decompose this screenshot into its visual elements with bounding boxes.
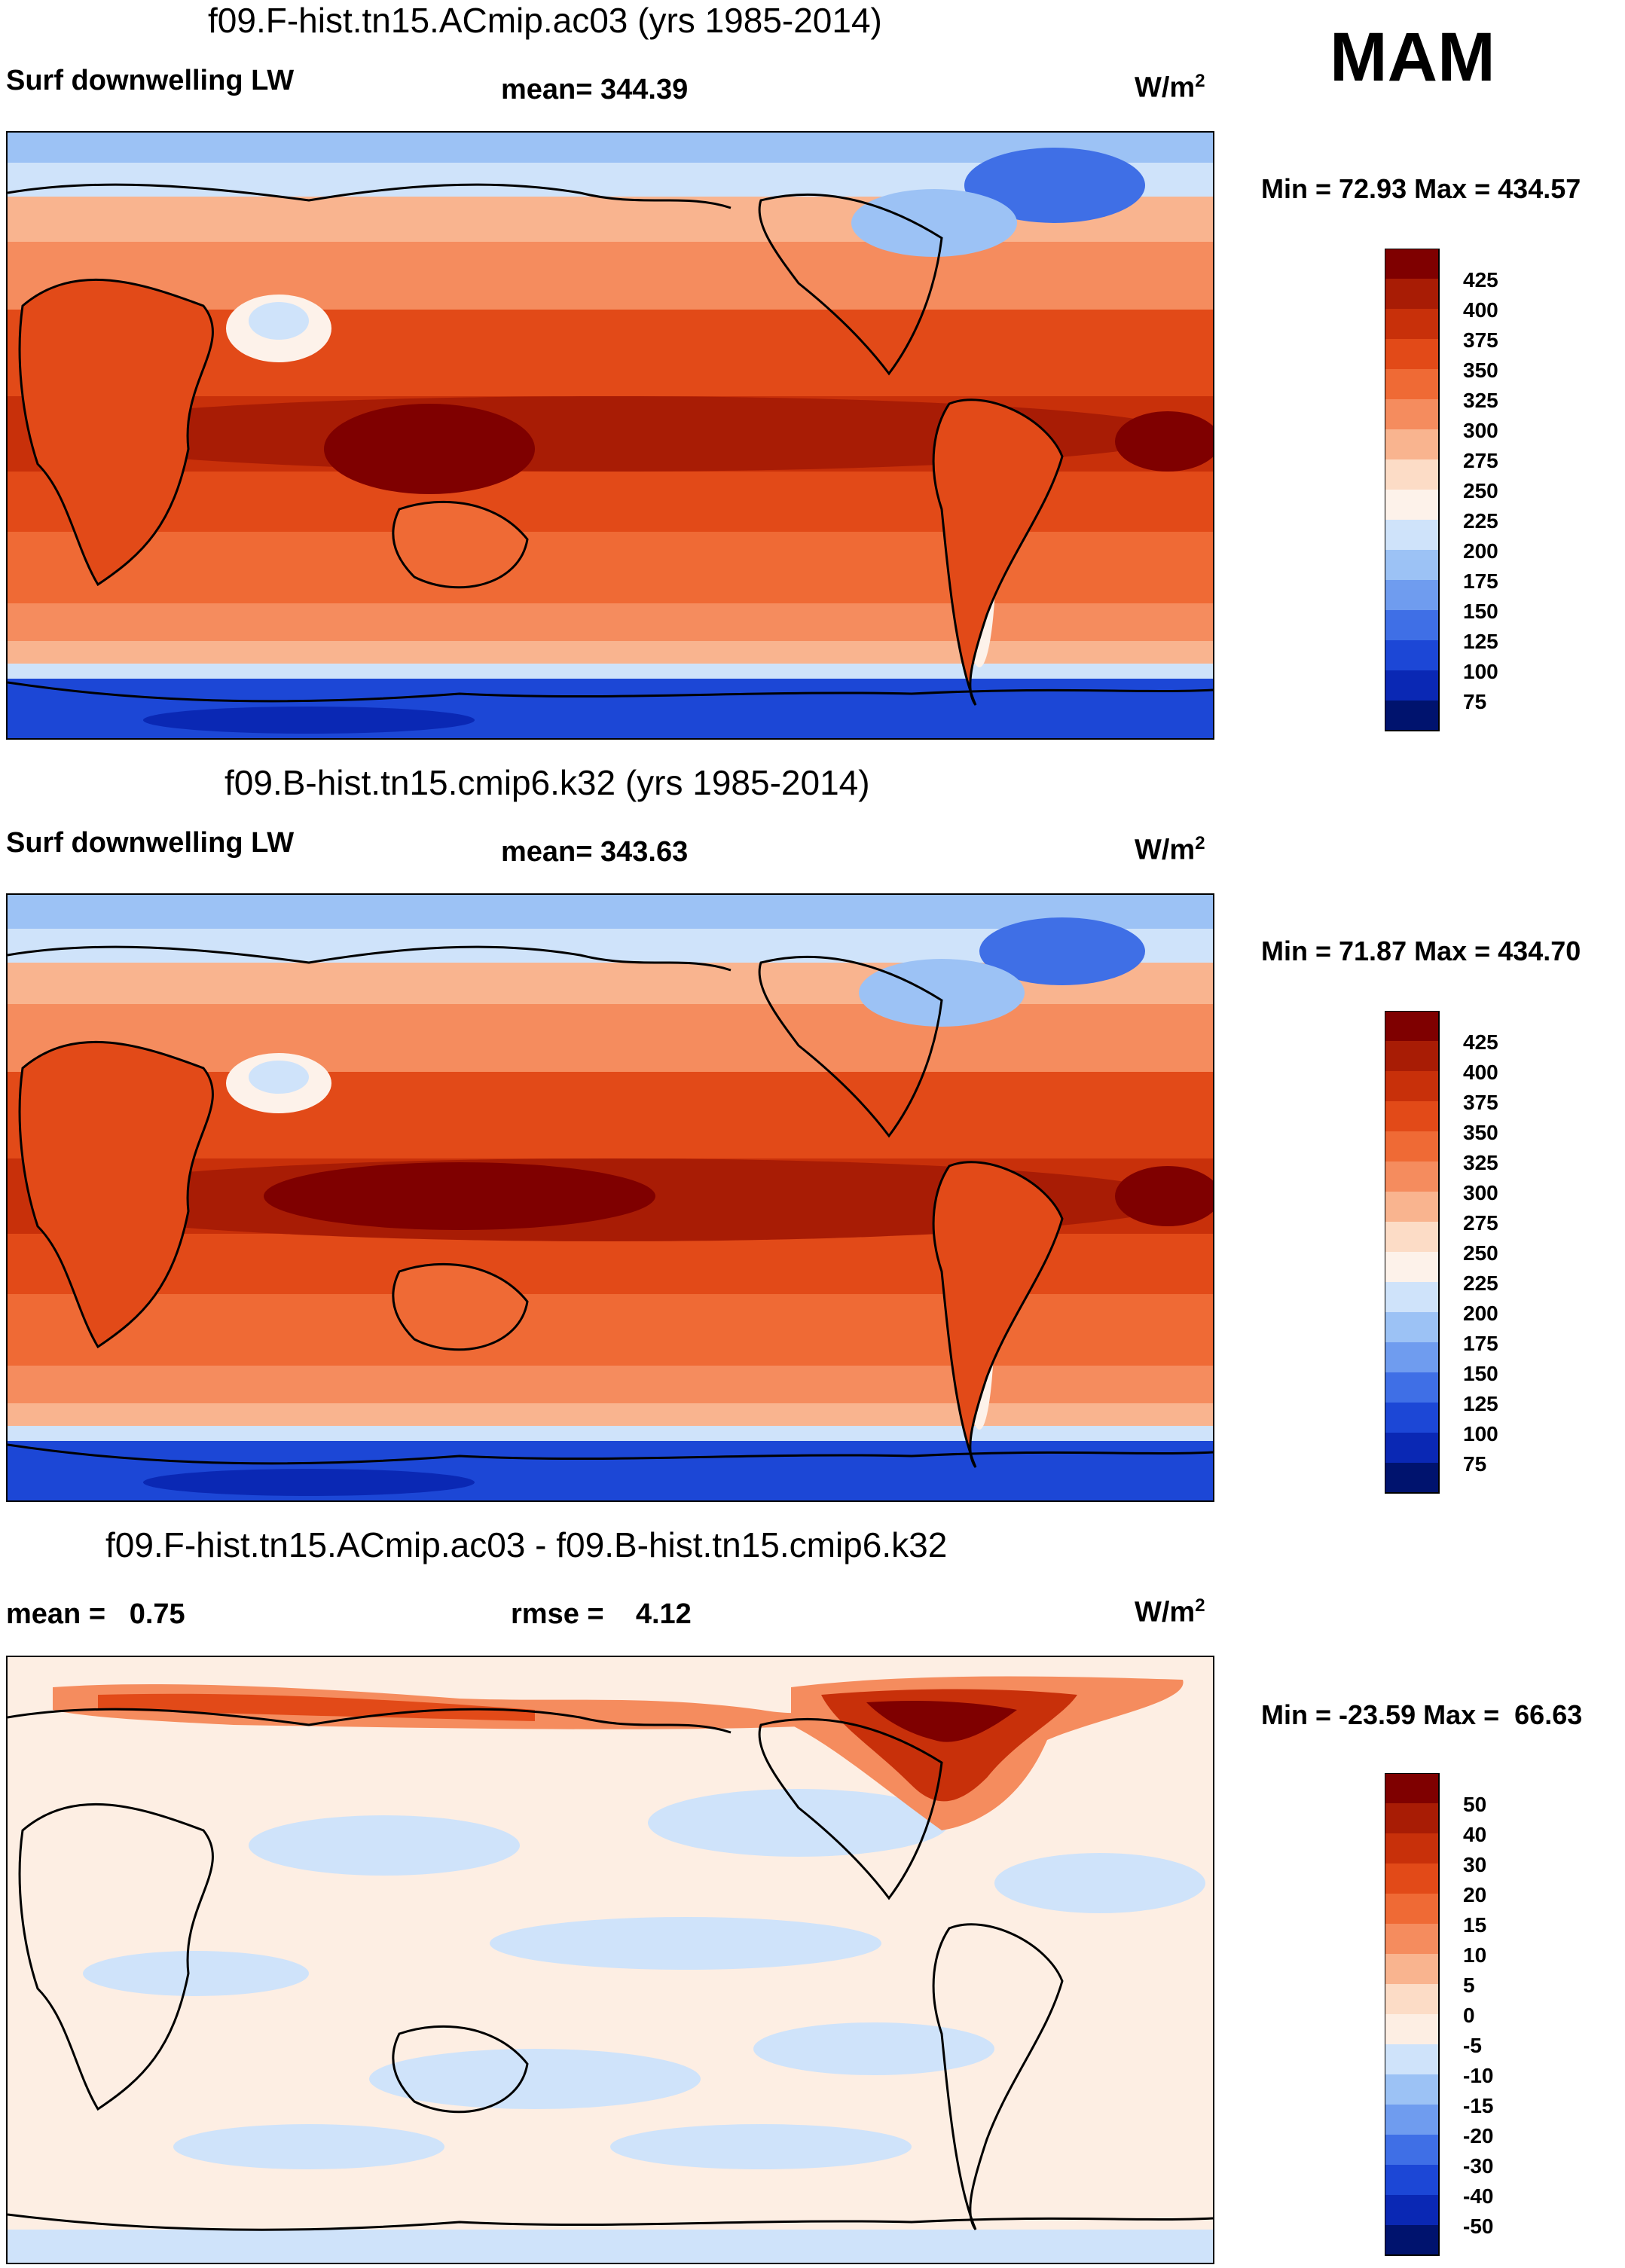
panel-1-units: W/m2: [1135, 71, 1205, 104]
panel-1-colorbar-tick: 300: [1463, 419, 1498, 442]
panel-2-colorbar-tick: 100: [1463, 1422, 1498, 1445]
panel-1-colorbar: 425 400 375 350 325 300 275 250 225 200 …: [1384, 248, 1498, 738]
panel-3-colorbar-tick: 40: [1463, 1823, 1487, 1846]
panel-1-colorbar-tick: 225: [1463, 509, 1498, 533]
panel-3-colorbar-tick: -50: [1463, 2215, 1494, 2238]
panel-3-minmax: Min = -23.59 Max = 66.63: [1261, 1699, 1583, 1730]
panel-1-colorbar-tick: 75: [1463, 690, 1487, 713]
panel-2-variable-label: Surf downwelling LW: [6, 827, 295, 859]
panel-1-title: f09.F-hist.tn15.ACmip.ac03 (yrs 1985-201…: [208, 1, 882, 40]
panel-1-colorbar-tick: 150: [1463, 600, 1498, 623]
panel-3-colorbar: 50 40 30 20 15 10 5 0 -5 -10 -15 -20 -30…: [1384, 1772, 1498, 2263]
panel-1-colorbar-tick: 125: [1463, 630, 1498, 653]
panel-1-variable-label: Surf downwelling LW: [6, 65, 295, 96]
panel-3-colorbar-tick: -20: [1463, 2124, 1494, 2147]
panel-2-colorbar-tick: 275: [1463, 1211, 1498, 1235]
panel-3-colorbar-tick: 20: [1463, 1883, 1487, 1906]
panel-1-colorbar-tick: 400: [1463, 298, 1498, 322]
panel-1-colorbar-tick: 325: [1463, 389, 1498, 412]
panel-2-colorbar-tick: 400: [1463, 1061, 1498, 1084]
panel-2-colorbar-tick: 125: [1463, 1392, 1498, 1415]
panel-3-rmse-label: rmse = 4.12: [511, 1598, 692, 1630]
panel-1-colorbar-tick: 175: [1463, 569, 1498, 593]
panel-3-colorbar-tick: -10: [1463, 2064, 1494, 2087]
panel-3-colorbar-tick: -5: [1463, 2034, 1482, 2057]
panel-1-colorbar-tick: 275: [1463, 449, 1498, 472]
panel-2-colorbar-tick: 75: [1463, 1452, 1487, 1476]
panel-2-colorbar-tick: 350: [1463, 1121, 1498, 1144]
panel-3-colorbar-tick: -30: [1463, 2154, 1494, 2178]
panel-2-colorbar-tick: 325: [1463, 1151, 1498, 1174]
panel-2-colorbar-tick: 150: [1463, 1362, 1498, 1385]
season-label: MAM: [1330, 19, 1495, 96]
panel-2-colorbar-tick: 300: [1463, 1181, 1498, 1204]
panel-2-colorbar-tick: 425: [1463, 1030, 1498, 1054]
panel-2-colorbar-tick: 375: [1463, 1091, 1498, 1114]
panel-3-map: [6, 1656, 1214, 2264]
panel-1-colorbar-tick: 250: [1463, 479, 1498, 502]
panel-3-colorbar-tick: -40: [1463, 2184, 1494, 2208]
panel-3-colorbar-tick: 5: [1463, 1973, 1475, 1997]
panel-2-minmax: Min = 71.87 Max = 434.70: [1261, 936, 1581, 966]
panel-3-colorbar-tick: 30: [1463, 1853, 1487, 1876]
panel-1-colorbar-tick: 200: [1463, 539, 1498, 563]
panel-2-colorbar-tick: 200: [1463, 1302, 1498, 1325]
panel-2-colorbar-tick: 175: [1463, 1332, 1498, 1355]
panel-3-colorbar-tick: 50: [1463, 1793, 1487, 1816]
panel-1-colorbar-tick: 350: [1463, 359, 1498, 382]
panel-3-colorbar-tick: 0: [1463, 2004, 1475, 2027]
panel-1-minmax: Min = 72.93 Max = 434.57: [1261, 173, 1581, 204]
panel-3-colorbar-tick: -15: [1463, 2094, 1494, 2117]
panel-2-colorbar-tick: 225: [1463, 1271, 1498, 1295]
panel-1-map: [6, 131, 1214, 740]
panel-3-colorbar-tick: 10: [1463, 1943, 1487, 1967]
panel-3-colorbar-tick: 15: [1463, 1913, 1487, 1937]
panel-2-title: f09.B-hist.tn15.cmip6.k32 (yrs 1985-2014…: [225, 763, 870, 802]
panel-1-colorbar-tick: 375: [1463, 328, 1498, 352]
panel-1-colorbar-tick: 100: [1463, 660, 1498, 683]
panel-2-colorbar: 425 400 375 350 325 300 275 250 225 200 …: [1384, 1010, 1498, 1500]
panel-2-map: [6, 893, 1214, 1502]
panel-2-mean-label: mean= 343.63: [501, 836, 689, 868]
panel-3-mean-label: mean = 0.75: [6, 1598, 185, 1630]
panel-3-units: W/m2: [1135, 1595, 1205, 1629]
panel-1-mean-label: mean= 344.39: [501, 74, 689, 105]
panel-2-colorbar-tick: 250: [1463, 1241, 1498, 1265]
panel-1-colorbar-tick: 425: [1463, 268, 1498, 292]
panel-3-title: f09.F-hist.tn15.ACmip.ac03 - f09.B-hist.…: [105, 1525, 948, 1564]
panel-2-units: W/m2: [1135, 833, 1205, 866]
